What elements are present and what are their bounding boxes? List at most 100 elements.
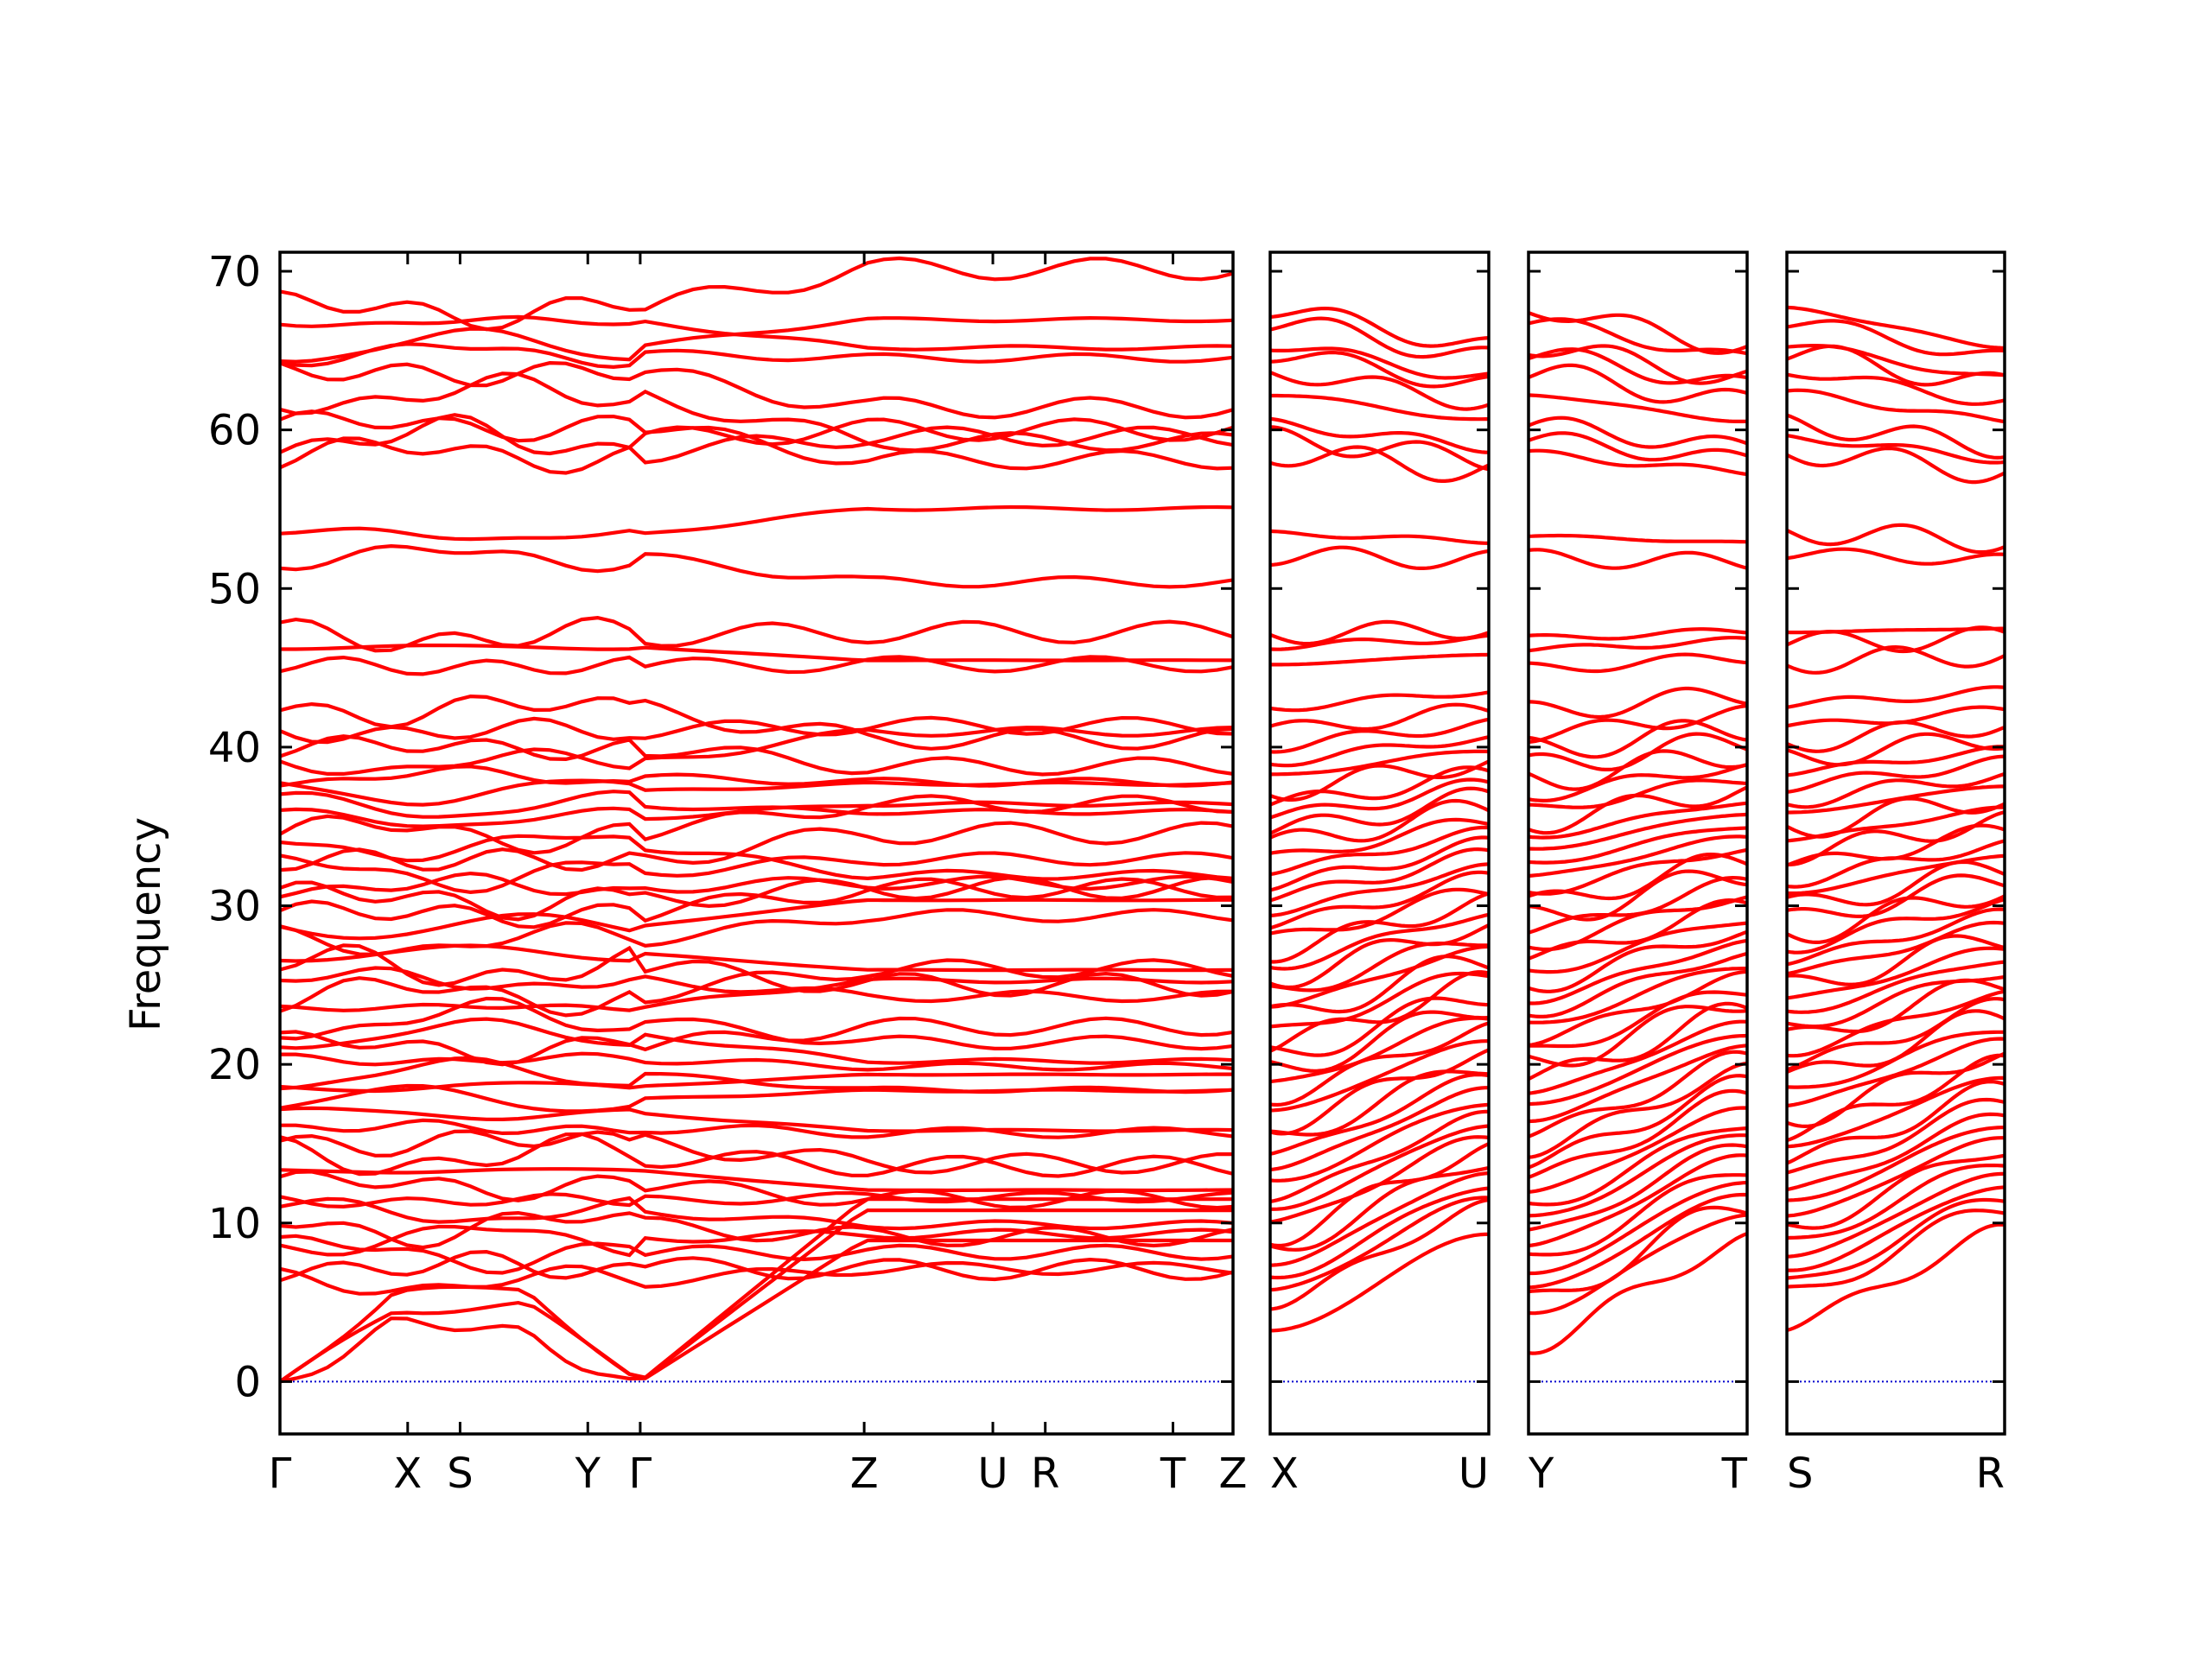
x-tick-label: Γ [269,1449,292,1498]
band-line [1270,891,1489,964]
band-line [1787,920,2005,976]
band-line [1787,997,2005,1072]
band-line [1270,1086,1489,1172]
band-line [1270,944,1489,1009]
band-line [1787,685,2005,709]
band-line [1270,529,1489,545]
band-line [1270,1072,1489,1156]
bands-layer [280,256,2005,1384]
band-line [280,898,1233,941]
x-tick-label: Z [1219,1449,1248,1498]
band-line [1787,907,2005,967]
band-line [1270,702,1489,732]
band-line [1270,955,1489,1014]
band-line [280,1249,1233,1283]
band-line [280,834,1233,881]
band-line [1787,1222,2005,1333]
band-line [1787,960,2005,1014]
band-line [1529,719,1747,759]
band-line [1270,970,1489,1053]
band-line [1270,777,1489,820]
band-line [1529,812,1747,851]
band-line [280,875,1233,922]
band-line [1787,989,2005,1058]
band-line [1529,801,1747,840]
band-line [280,734,1233,777]
band-line [280,1170,1233,1210]
band-group-Y-T [1529,311,1747,1355]
y-axis-label: Frequency [122,817,170,1031]
band-line [1787,1112,2005,1192]
band-line [1529,1044,1747,1124]
band-line [1529,938,1747,1005]
band-line [1529,1106,1747,1194]
band-line [280,958,1233,1018]
band-line [1529,921,1747,974]
band-line [280,821,1233,872]
band-line [1270,1021,1489,1107]
x-tick-label: Γ [629,1449,652,1498]
band-line [280,1016,1233,1067]
band-line [1270,1124,1489,1211]
band-line [280,1224,1233,1258]
band-line [1270,717,1489,754]
band-line [1270,350,1489,389]
band-line [1270,765,1489,807]
band-line [280,764,1233,788]
band-line [1270,416,1489,454]
band-line [1787,771,2005,809]
x-tick-label: X [393,1449,422,1498]
band-line [1529,1074,1747,1170]
band-line [1270,652,1489,667]
band-line [1270,912,1489,971]
band-line [1787,319,2005,357]
band-line [1787,626,2005,635]
x-tick-label: Y [1528,1449,1554,1498]
band-line [280,790,1233,819]
band-line [1529,778,1747,809]
axes-layer [278,251,2006,1436]
band-group-S-R [1787,305,2005,1333]
band-line [1787,934,2005,986]
band-line [1529,548,1747,570]
band-line [1787,413,2005,460]
band-line [1270,870,1489,930]
y-tick-label: 0 [234,1358,261,1406]
panel-frame [1785,251,2006,1436]
band-line [1529,627,1747,641]
band-line [1270,942,1489,993]
band-line [1529,1213,1747,1316]
band-line [1270,1196,1489,1292]
band-line [1529,869,1747,922]
band-line [280,615,1233,653]
y-tick-label: 30 [208,883,261,931]
band-line [1529,344,1747,385]
band-line [1787,1153,2005,1230]
band-line [1529,448,1747,477]
band-line [1787,705,2005,728]
y-tick-label: 20 [208,1041,261,1089]
band-line [280,1260,1233,1296]
band-line [1529,311,1747,355]
band-line [1529,834,1747,879]
band-line [1787,372,2005,406]
band-line [1529,763,1747,803]
band-line [1529,1019,1747,1095]
band-line [1529,704,1747,745]
band-line [1529,967,1747,1024]
y-tick-label: 60 [208,407,261,455]
band-line [1270,759,1489,802]
band-line [1270,371,1489,411]
band-line [1787,754,2005,794]
band-line [1787,1126,2005,1202]
band-line [1529,898,1747,961]
band-line [1529,969,1747,1048]
band-line [1787,1037,2005,1108]
band-line [1529,1192,1747,1290]
band-line [1270,817,1489,855]
band-line [1529,951,1747,1018]
band-line [280,715,1233,745]
band-line [1270,847,1489,903]
band-line [280,871,1233,899]
